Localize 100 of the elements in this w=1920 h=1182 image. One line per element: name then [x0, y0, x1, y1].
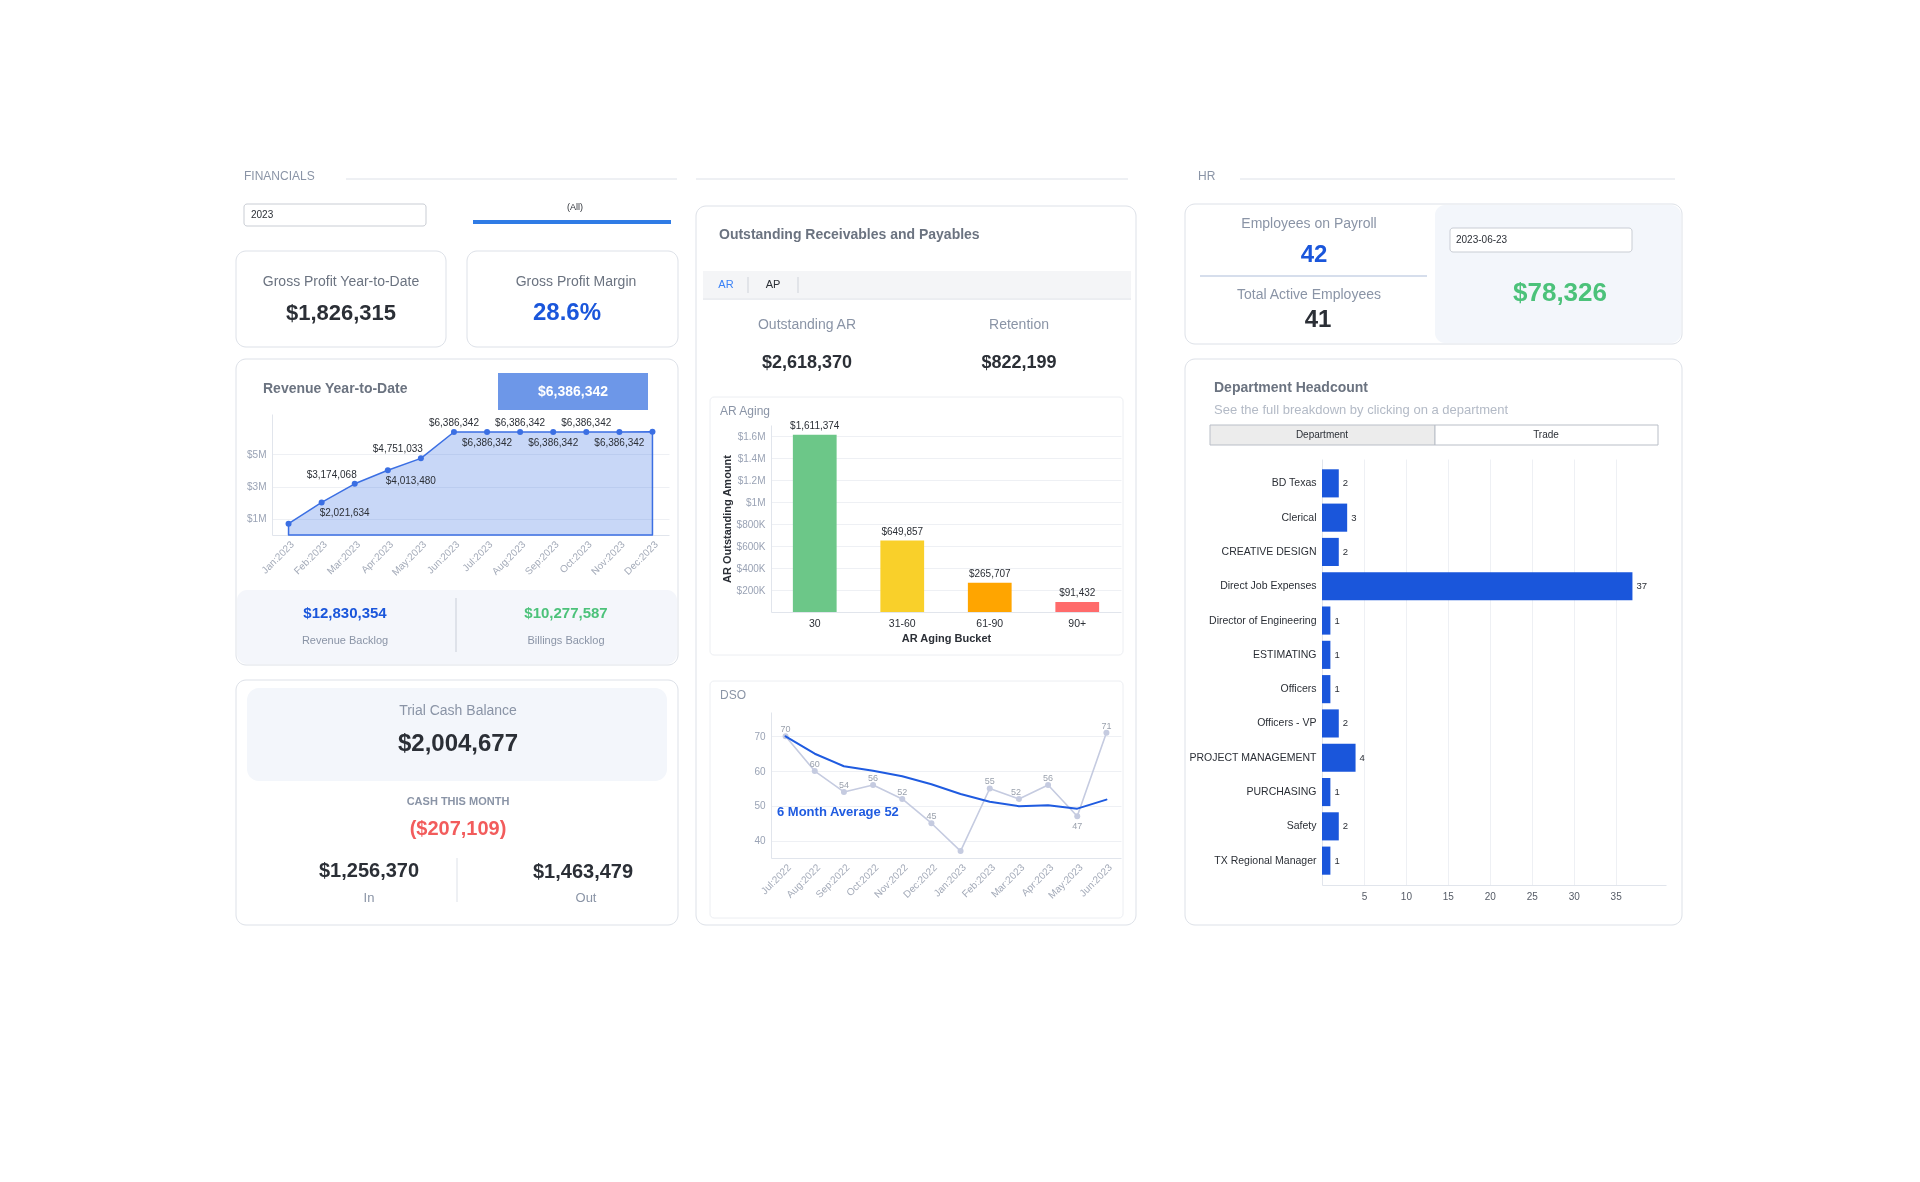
y-tick-label: BD Texas [1271, 476, 1317, 489]
data-label: 52 [1010, 786, 1021, 797]
bar [880, 540, 925, 612]
data-label: $6,386,342 [462, 436, 513, 448]
data-label: 4 [1359, 751, 1365, 763]
chart-title: Department Headcount [1214, 379, 1369, 395]
data-label: 71 [1101, 720, 1112, 731]
chart-title: DSO [720, 688, 747, 702]
bar [1322, 537, 1339, 567]
text: $1,826,315 [285, 300, 397, 325]
text: Trial Cash Balance [399, 702, 518, 718]
text: $1,463,479 [532, 860, 634, 882]
bar [967, 582, 1012, 612]
bar [1322, 469, 1339, 498]
text: Employees on Payroll [1241, 215, 1377, 231]
y-tick-label: Officers - VP [1257, 716, 1317, 729]
bar [1055, 601, 1100, 612]
text: $12,830,354 [303, 604, 388, 621]
x-tick-label: 20 [1484, 890, 1497, 902]
y-tick-label: $1M [746, 496, 766, 508]
point [550, 428, 557, 435]
data-label: $2,021,634 [319, 507, 371, 519]
text: 41 [1304, 305, 1332, 332]
data-label: 56 [1043, 773, 1054, 783]
point [1045, 782, 1052, 788]
point [1074, 813, 1081, 820]
text: FINANCIALS [244, 169, 315, 183]
text: Gross Profit Year-to-Date [262, 273, 420, 289]
data-label: 1 [1334, 683, 1340, 695]
y-tick-label: PROJECT MANAGEMENT [1189, 750, 1318, 763]
y-tick-label: Safety [1286, 819, 1318, 832]
point [986, 785, 993, 792]
y-tick-label: ESTIMATING [1253, 647, 1317, 660]
point [285, 520, 292, 527]
y-tick-label: 60 [754, 765, 766, 777]
bar [1322, 606, 1331, 635]
y-tick-label: $5M [247, 448, 267, 460]
data-label: $4,013,480 [385, 475, 437, 487]
data-label: 47 [1072, 821, 1083, 832]
data-label: $1,611,374 [790, 419, 840, 431]
data-label: 2 [1342, 820, 1349, 832]
text: Outstanding Receivables and Payables [719, 226, 980, 242]
text: (All) [567, 202, 583, 212]
data-label: 37 [1636, 580, 1648, 592]
data-label: 2 [1342, 545, 1349, 557]
point [649, 428, 656, 435]
text: $822,199 [981, 352, 1057, 372]
text: Gross Profit Margin [515, 273, 637, 289]
y-axis-title: AR Outstanding Amount [720, 454, 733, 583]
point [583, 428, 590, 435]
bar [1322, 503, 1348, 532]
text: 2023 [251, 209, 274, 220]
data-label: 3 [1351, 511, 1357, 523]
text: CASH THIS MONTH [406, 795, 510, 807]
data-label: 56 [868, 773, 879, 783]
y-tick-label: 40 [754, 835, 766, 847]
y-tick-label: $3M [247, 481, 267, 493]
text: $6,386,342 [537, 383, 609, 399]
text: Out [575, 890, 597, 905]
data-label: $4,751,033 [372, 443, 424, 455]
y-tick-label: $1.4M [737, 452, 766, 464]
text: HR [1198, 169, 1216, 183]
y-tick-label: 50 [754, 800, 766, 812]
point [1103, 729, 1110, 736]
data-label: 60 [809, 759, 820, 770]
point [870, 782, 877, 788]
text: ($207,109) [409, 817, 507, 839]
y-tick-label: Direct Job Expenses [1220, 579, 1317, 592]
text: $2,618,370 [761, 352, 853, 372]
point [484, 428, 491, 435]
text: Total Active Employees [1237, 286, 1381, 302]
text: Billings Backlog [527, 634, 605, 646]
data-label: $6,386,342 [428, 416, 480, 428]
x-tick-label: 25 [1526, 890, 1539, 902]
x-tick-label: 35 [1610, 890, 1623, 902]
text: Department [1295, 429, 1349, 440]
x-tick-label: 61-90 [976, 616, 1004, 629]
y-tick-label: $1.6M [737, 430, 766, 442]
text: 28.6% [532, 298, 602, 325]
data-label: 54 [838, 779, 849, 790]
x-tick-label: 30 [808, 616, 821, 629]
y-tick-label: CREATIVE DESIGN [1221, 544, 1317, 557]
x-tick-label: 5 [1361, 890, 1368, 902]
data-label: $265,707 [968, 567, 1012, 579]
y-tick-label: 70 [754, 730, 766, 742]
point [417, 455, 424, 462]
bar [1322, 812, 1339, 841]
text: In [363, 890, 375, 905]
bar [1322, 572, 1633, 601]
data-label: 45 [926, 811, 937, 822]
x-tick-label: 30 [1568, 890, 1581, 902]
point [957, 848, 964, 855]
point [1015, 795, 1022, 802]
y-tick-label: $1.2M [737, 474, 766, 486]
text: Retention [989, 316, 1049, 332]
x-tick-label: 90+ [1068, 616, 1087, 629]
x-tick-label: 15 [1442, 890, 1455, 902]
text: AR [718, 278, 734, 290]
chart-title: Revenue Year-to-Date [263, 380, 408, 396]
data-label: $6,386,342 [495, 416, 546, 428]
